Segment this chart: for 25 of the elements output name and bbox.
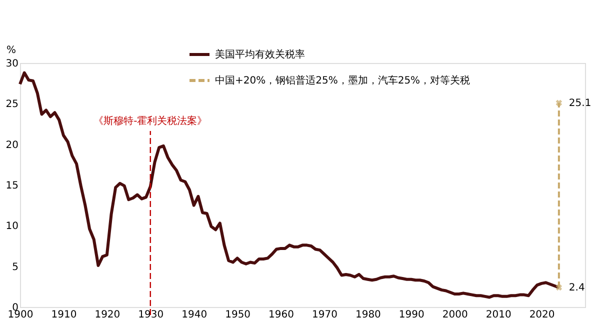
y-axis-title: % bbox=[6, 45, 16, 56]
x-tick-label: 2010 bbox=[486, 310, 512, 320]
x-tick-label: 2000 bbox=[442, 310, 468, 320]
y-tick-label: 30 bbox=[6, 58, 18, 70]
x-tick-label: 1960 bbox=[268, 310, 294, 320]
legend-label: 美国平均有效关税率 bbox=[215, 48, 305, 60]
y-tick-label: 25 bbox=[6, 99, 18, 110]
y-tick-label: 10 bbox=[6, 221, 18, 232]
x-tick-label: 1930 bbox=[138, 310, 164, 320]
y-tick-label: 15 bbox=[6, 180, 18, 192]
data-label: 2.4 bbox=[568, 282, 585, 294]
x-tick-label: 1950 bbox=[225, 310, 251, 320]
x-tick-label: 1940 bbox=[182, 310, 208, 320]
x-tick-label: 1900 bbox=[8, 310, 34, 320]
legend-label: 中国+20%，钢铝普适25%，墨加，汽车25%，对等关税 bbox=[215, 74, 470, 86]
x-tick-label: 1970 bbox=[312, 310, 338, 320]
y-tick-label: 20 bbox=[6, 140, 18, 151]
y-tick-label: 5 bbox=[12, 262, 18, 273]
x-tick-label: 1920 bbox=[94, 310, 120, 320]
x-tick-label: 1990 bbox=[398, 310, 424, 320]
x-tick-label: 1980 bbox=[355, 310, 381, 320]
x-tick-label: 2020 bbox=[529, 310, 555, 320]
data-label: 25.1 bbox=[568, 98, 592, 109]
ref-line-label: 《斯穆特-霍利关税法案》 bbox=[94, 115, 208, 127]
x-tick-label: 1910 bbox=[51, 310, 77, 320]
